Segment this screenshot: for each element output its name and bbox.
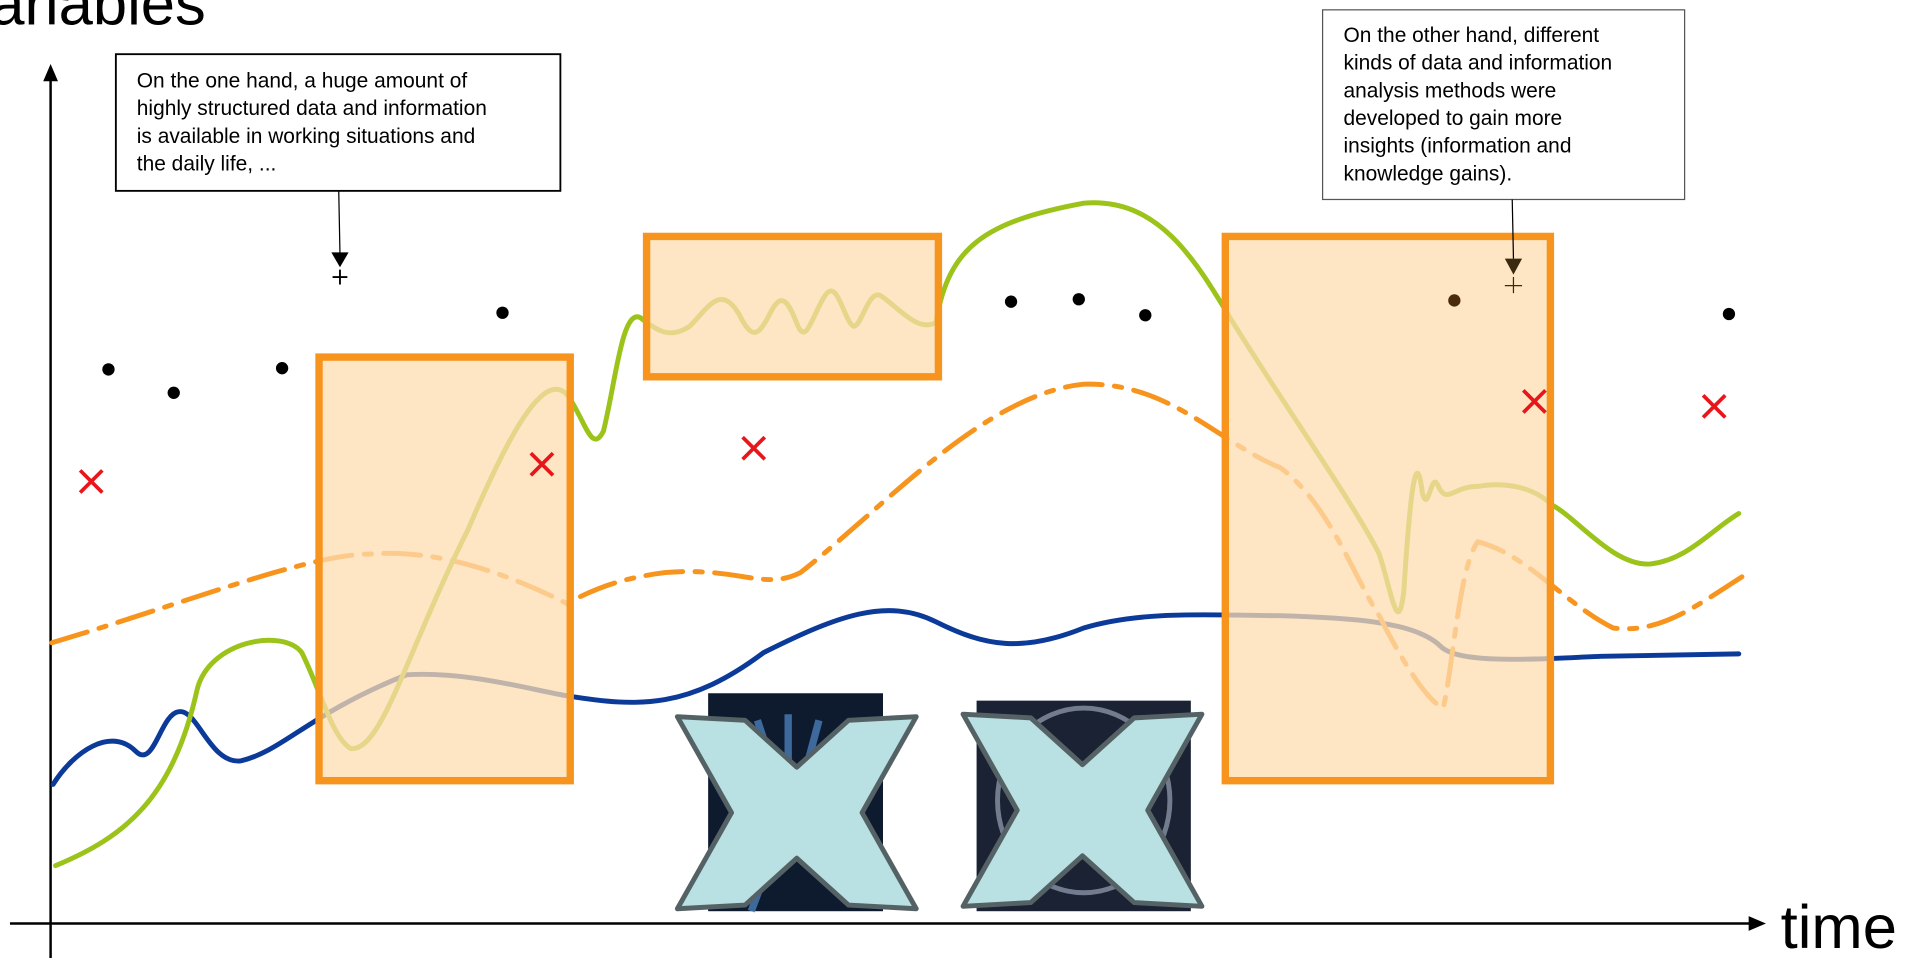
callout-line: developed to gain more bbox=[1344, 107, 1563, 130]
callout-pointer-head bbox=[1504, 258, 1523, 275]
callout-line: On the other hand, different bbox=[1344, 24, 1600, 47]
x-axis-arrow bbox=[1748, 916, 1766, 931]
cross-out bbox=[960, 711, 1205, 909]
red-crosses bbox=[78, 389, 1727, 494]
callout-line: highly structured data and information bbox=[137, 97, 487, 120]
callout-box bbox=[114, 53, 562, 192]
callout-text: On the one hand, a huge amount of highly … bbox=[137, 69, 487, 175]
callout-pointer-head bbox=[331, 252, 349, 268]
dots bbox=[102, 293, 1736, 399]
callout-line: kinds of data and information bbox=[1344, 52, 1613, 75]
pointer-target bbox=[332, 269, 348, 285]
callout-line: the daily life, ... bbox=[137, 153, 277, 176]
callout-text: On the other hand, different kinds of dat… bbox=[1344, 24, 1613, 186]
highlight-box bbox=[642, 232, 943, 381]
callout-line: knowledge gains). bbox=[1344, 162, 1513, 185]
callout-box bbox=[1321, 9, 1686, 201]
callout-pointer bbox=[338, 190, 341, 254]
y-axis-label: ariables bbox=[0, 0, 206, 39]
x-axis-label: time bbox=[1781, 893, 1897, 958]
callout-line: is available in working situations and bbox=[137, 125, 475, 148]
callout-pointer bbox=[1511, 199, 1515, 259]
highlight-box bbox=[1221, 232, 1555, 785]
highlight-box bbox=[315, 353, 574, 785]
y-axis-arrow bbox=[43, 64, 58, 82]
callout-line: On the one hand, a huge amount of bbox=[137, 69, 468, 92]
cross-out bbox=[674, 714, 919, 912]
pointer-target bbox=[1504, 277, 1523, 294]
callout-line: insights (information and bbox=[1344, 135, 1572, 158]
mri-image-detail bbox=[995, 705, 1173, 896]
callout-line: analysis methods were bbox=[1344, 79, 1557, 102]
